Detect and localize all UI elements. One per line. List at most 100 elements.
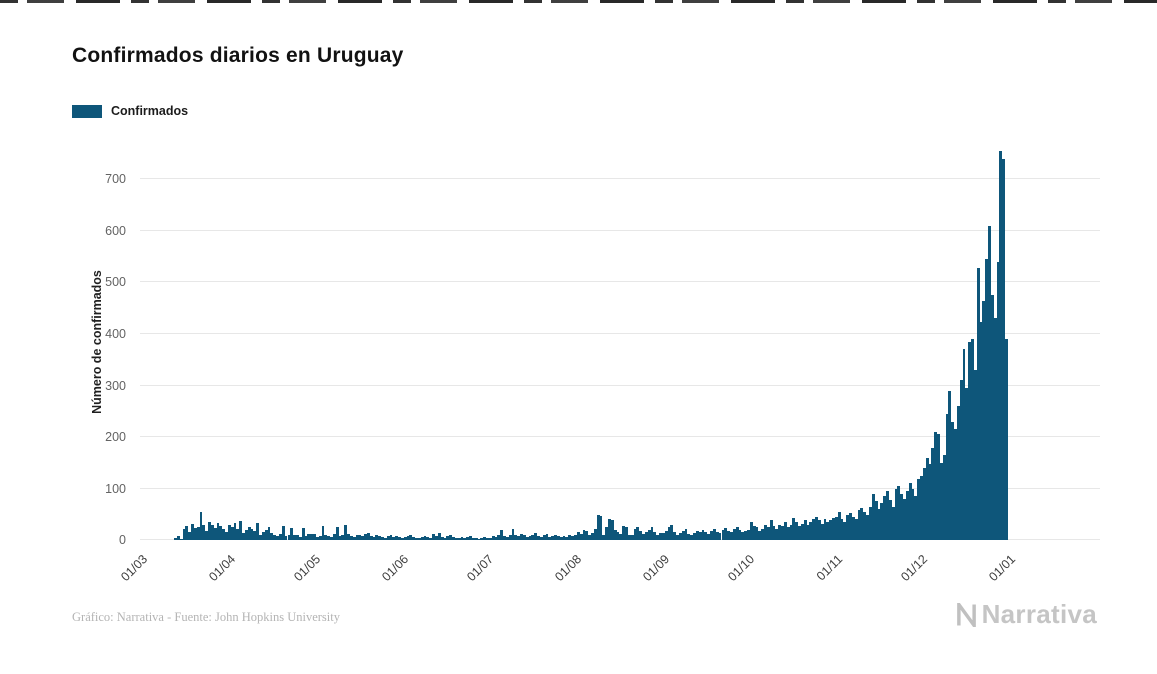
bar [423, 535, 427, 540]
bar [622, 525, 626, 540]
bar [817, 520, 821, 540]
bar [962, 349, 966, 540]
bar [730, 532, 733, 540]
bar [259, 534, 262, 540]
y-tick-label: 300 [105, 378, 126, 393]
bar [613, 529, 617, 540]
bar [695, 530, 699, 540]
bar [781, 525, 784, 540]
bar [715, 531, 719, 540]
bar [276, 535, 279, 540]
bar [812, 519, 816, 540]
bar [934, 431, 938, 540]
bar [534, 532, 538, 540]
y-tick-label: 600 [105, 223, 126, 238]
bar [973, 370, 977, 540]
bar [352, 536, 356, 540]
bar [477, 538, 481, 540]
x-tick-label: 01/03 [117, 552, 150, 585]
bar [364, 533, 367, 540]
bar [798, 525, 801, 540]
bar [278, 533, 282, 540]
bar [1005, 338, 1008, 540]
bar [568, 535, 572, 540]
bar [375, 534, 379, 540]
bar [559, 537, 563, 540]
bar [610, 520, 614, 540]
bar [775, 528, 779, 540]
bar [849, 513, 852, 540]
bar [409, 534, 413, 540]
bar [619, 533, 623, 540]
bar [463, 537, 467, 540]
bar [795, 521, 799, 540]
brand-logo: Narrativa [956, 599, 1097, 630]
bar [772, 525, 776, 540]
bar [959, 380, 963, 540]
bar [605, 527, 609, 540]
bar [633, 528, 637, 540]
bar [225, 531, 228, 540]
x-tick-label: 01/07 [463, 552, 496, 585]
bar [922, 467, 926, 540]
bar [471, 537, 475, 540]
bar [210, 525, 214, 540]
bar [233, 523, 237, 540]
bar [199, 511, 203, 540]
x-tick-label: 01/04 [205, 552, 238, 585]
gridline [140, 487, 1100, 489]
bar [327, 535, 331, 540]
bar [392, 536, 396, 540]
bar [851, 516, 855, 540]
bar [437, 532, 441, 540]
bar [764, 524, 767, 540]
bar [684, 528, 688, 540]
bar [520, 533, 523, 540]
bar [897, 485, 901, 540]
bar [488, 537, 492, 540]
bar [656, 534, 660, 540]
bar [678, 532, 682, 540]
bar [420, 537, 424, 540]
gridline [140, 281, 1100, 283]
bar [460, 537, 464, 540]
bar [883, 496, 887, 540]
bar [366, 532, 370, 540]
bar [710, 530, 713, 540]
gridline [140, 436, 1100, 437]
bar [951, 421, 955, 540]
legend-label: Confirmados [111, 104, 189, 118]
bar [690, 535, 694, 540]
bar [261, 532, 265, 540]
bar [253, 530, 257, 540]
legend-swatch [72, 104, 102, 118]
bar [562, 535, 566, 540]
bar [976, 267, 980, 540]
bar [840, 519, 844, 540]
bar [443, 537, 447, 540]
bar [338, 535, 342, 540]
bar [735, 527, 739, 540]
bar [917, 479, 921, 540]
bar [789, 524, 793, 540]
bar [880, 502, 884, 540]
bar [996, 261, 1000, 540]
bar [712, 528, 716, 540]
bar [412, 536, 416, 540]
bar [239, 521, 243, 540]
bar [361, 535, 365, 540]
narrativa-n-icon [956, 602, 977, 627]
bar [528, 535, 532, 540]
bar [778, 524, 782, 540]
bar [417, 538, 421, 540]
bar [556, 536, 560, 540]
bar [545, 534, 549, 540]
bar [664, 530, 668, 540]
y-tick-label: 0 [119, 533, 126, 547]
bar [596, 515, 600, 540]
y-tick-label: 400 [105, 327, 126, 341]
bar [358, 534, 362, 540]
bar [834, 516, 838, 540]
bar [630, 535, 634, 540]
bar [761, 528, 765, 540]
